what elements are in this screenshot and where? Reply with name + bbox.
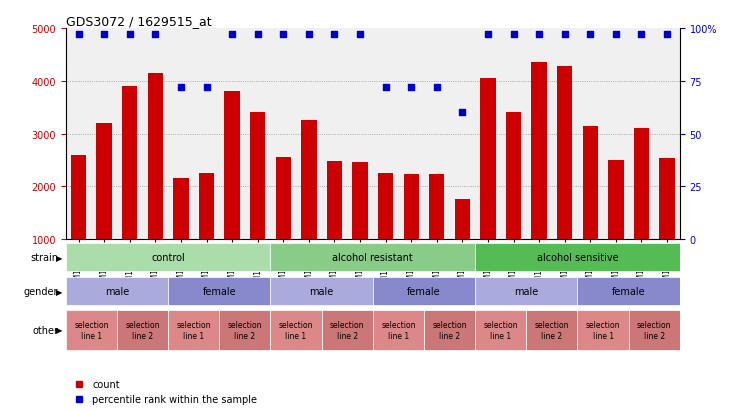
Bar: [480, 79, 496, 240]
Bar: [404, 174, 419, 240]
Text: selection
line 1: selection line 1: [74, 320, 109, 339]
Bar: [429, 174, 444, 240]
Text: ▶: ▶: [56, 253, 62, 262]
Point: [661, 32, 673, 38]
Point: [200, 85, 212, 91]
Bar: [224, 92, 240, 240]
Bar: [455, 199, 470, 240]
FancyBboxPatch shape: [66, 310, 117, 350]
Point: [175, 85, 187, 91]
FancyBboxPatch shape: [322, 310, 373, 350]
FancyBboxPatch shape: [373, 310, 424, 350]
FancyBboxPatch shape: [168, 310, 219, 350]
Bar: [557, 67, 572, 240]
Bar: [378, 173, 393, 240]
Text: selection
line 1: selection line 1: [381, 320, 416, 339]
Text: selection
line 1: selection line 1: [483, 320, 518, 339]
Text: male: male: [514, 286, 539, 297]
Text: selection
line 1: selection line 1: [176, 320, 211, 339]
Text: alcohol resistant: alcohol resistant: [333, 252, 413, 263]
Text: female: female: [202, 286, 236, 297]
Point: [558, 32, 570, 38]
Point: [507, 32, 519, 38]
Bar: [327, 161, 342, 240]
Point: [635, 32, 648, 38]
Point: [124, 32, 136, 38]
Bar: [148, 74, 163, 240]
FancyBboxPatch shape: [475, 277, 577, 306]
Point: [149, 32, 161, 38]
Bar: [531, 63, 547, 240]
Text: male: male: [309, 286, 334, 297]
FancyBboxPatch shape: [373, 277, 475, 306]
Point: [277, 32, 289, 38]
Text: ▶: ▶: [56, 287, 62, 296]
FancyBboxPatch shape: [270, 243, 475, 272]
Point: [431, 85, 442, 91]
Point: [303, 32, 315, 38]
Bar: [506, 113, 521, 240]
Text: strain: strain: [31, 252, 58, 263]
FancyBboxPatch shape: [168, 277, 270, 306]
Point: [585, 32, 596, 38]
Bar: [608, 161, 624, 240]
Text: female: female: [407, 286, 441, 297]
FancyBboxPatch shape: [66, 243, 270, 272]
Text: selection
line 2: selection line 2: [432, 320, 467, 339]
Text: selection
line 1: selection line 1: [279, 320, 314, 339]
Point: [226, 32, 238, 38]
FancyBboxPatch shape: [117, 310, 168, 350]
Text: control: control: [151, 252, 185, 263]
Text: selection
line 2: selection line 2: [637, 320, 672, 339]
FancyBboxPatch shape: [577, 277, 680, 306]
Bar: [173, 179, 189, 240]
Point: [405, 85, 417, 91]
Point: [456, 110, 469, 116]
Text: gender: gender: [24, 286, 58, 297]
Bar: [199, 174, 214, 240]
Bar: [659, 159, 675, 240]
Bar: [583, 126, 598, 240]
Point: [329, 32, 341, 38]
Text: other: other: [32, 325, 58, 335]
FancyBboxPatch shape: [577, 310, 629, 350]
Text: GDS3072 / 1629515_at: GDS3072 / 1629515_at: [66, 15, 211, 28]
Point: [482, 32, 494, 38]
FancyBboxPatch shape: [270, 310, 322, 350]
FancyBboxPatch shape: [475, 243, 680, 272]
FancyBboxPatch shape: [219, 310, 270, 350]
Point: [354, 32, 366, 38]
Bar: [122, 87, 137, 240]
Point: [251, 32, 263, 38]
Point: [380, 85, 392, 91]
Point: [610, 32, 621, 38]
Text: selection
line 1: selection line 1: [586, 320, 621, 339]
Point: [98, 32, 110, 38]
Bar: [634, 129, 649, 240]
Text: selection
line 2: selection line 2: [330, 320, 365, 339]
Text: male: male: [105, 286, 129, 297]
Bar: [301, 121, 317, 240]
Text: selection
line 2: selection line 2: [534, 320, 569, 339]
FancyBboxPatch shape: [475, 310, 526, 350]
Bar: [71, 155, 86, 240]
Text: alcohol sensitive: alcohol sensitive: [537, 252, 618, 263]
Text: female: female: [612, 286, 645, 297]
FancyBboxPatch shape: [424, 310, 475, 350]
FancyBboxPatch shape: [629, 310, 680, 350]
Bar: [276, 158, 291, 240]
FancyBboxPatch shape: [66, 277, 168, 306]
Legend: count, percentile rank within the sample: count, percentile rank within the sample: [71, 375, 261, 408]
Bar: [352, 162, 368, 240]
Text: selection
line 2: selection line 2: [125, 320, 160, 339]
Text: selection
line 2: selection line 2: [227, 320, 262, 339]
Point: [73, 32, 84, 38]
Bar: [96, 124, 112, 240]
Text: ▶: ▶: [56, 325, 62, 335]
FancyBboxPatch shape: [270, 277, 373, 306]
Bar: [250, 113, 265, 240]
FancyBboxPatch shape: [526, 310, 577, 350]
Point: [534, 32, 545, 38]
